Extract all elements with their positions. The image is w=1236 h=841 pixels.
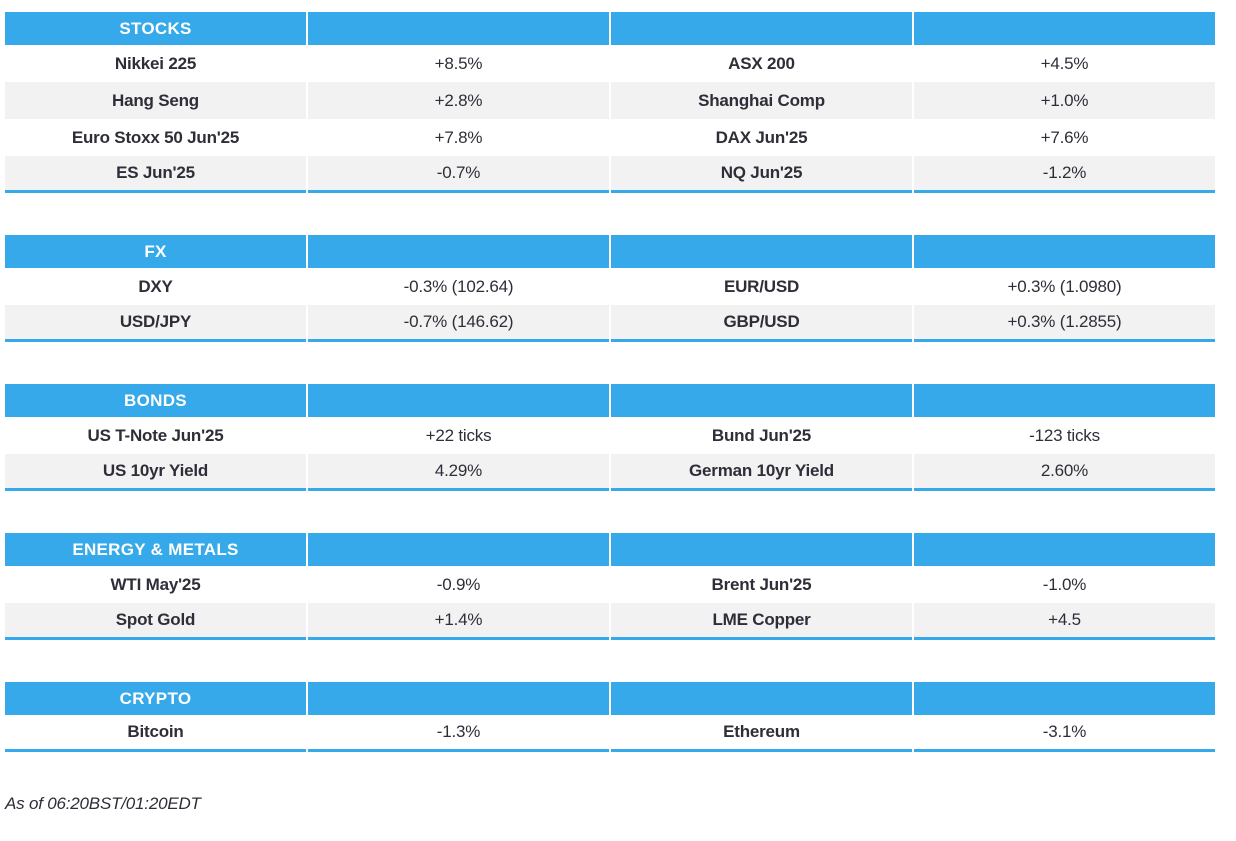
- asset-name: LME Copper: [611, 603, 912, 640]
- asset-value: +8.5%: [308, 45, 609, 82]
- asset-value: -1.0%: [914, 566, 1215, 603]
- table-row: USD/JPY -0.7% (146.62) GBP/USD +0.3% (1.…: [5, 305, 1215, 342]
- asset-value: -1.2%: [914, 156, 1215, 193]
- as-of-timestamp: As of 06:20BST/01:20EDT: [5, 794, 201, 813]
- asset-value: -0.7% (146.62): [308, 305, 609, 342]
- header-spacer: [308, 12, 609, 45]
- asset-name: Bund Jun'25: [611, 417, 912, 454]
- asset-name: Nikkei 225: [5, 45, 306, 82]
- table-row: Nikkei 225 +8.5% ASX 200 +4.5%: [5, 45, 1215, 82]
- header-spacer: [611, 384, 912, 417]
- table-row: DXY -0.3% (102.64) EUR/USD +0.3% (1.0980…: [5, 268, 1215, 305]
- section-stocks: STOCKS Nikkei 225 +8.5% ASX 200 +4.5% Ha…: [5, 12, 1215, 193]
- asset-value: +1.0%: [914, 82, 1215, 119]
- header-spacer: [611, 235, 912, 268]
- table-row: WTI May'25 -0.9% Brent Jun'25 -1.0%: [5, 566, 1215, 603]
- section-header-fx: FX: [5, 235, 1215, 268]
- section-header-stocks: STOCKS: [5, 12, 1215, 45]
- asset-value: +0.3% (1.0980): [914, 268, 1215, 305]
- header-spacer: [914, 533, 1215, 566]
- section-bonds: BONDS US T-Note Jun'25 +22 ticks Bund Ju…: [5, 384, 1215, 491]
- section-energy-metals: ENERGY & METALS WTI May'25 -0.9% Brent J…: [5, 533, 1215, 640]
- asset-name: German 10yr Yield: [611, 454, 912, 491]
- section-title: CRYPTO: [5, 682, 306, 715]
- header-spacer: [308, 384, 609, 417]
- header-spacer: [308, 235, 609, 268]
- asset-value: -3.1%: [914, 715, 1215, 752]
- header-spacer: [611, 533, 912, 566]
- asset-value: 2.60%: [914, 454, 1215, 491]
- table-row: US T-Note Jun'25 +22 ticks Bund Jun'25 -…: [5, 417, 1215, 454]
- asset-value: +1.4%: [308, 603, 609, 640]
- header-spacer: [308, 533, 609, 566]
- header-spacer: [611, 682, 912, 715]
- header-spacer: [914, 682, 1215, 715]
- section-header-crypto: CRYPTO: [5, 682, 1215, 715]
- asset-name: Bitcoin: [5, 715, 306, 752]
- asset-name: Hang Seng: [5, 82, 306, 119]
- asset-name: Shanghai Comp: [611, 82, 912, 119]
- asset-value: +7.8%: [308, 119, 609, 156]
- asset-name: Ethereum: [611, 715, 912, 752]
- section-title: BONDS: [5, 384, 306, 417]
- asset-value: 4.29%: [308, 454, 609, 491]
- section-title: STOCKS: [5, 12, 306, 45]
- asset-name: Spot Gold: [5, 603, 306, 640]
- section-title: FX: [5, 235, 306, 268]
- asset-name: US 10yr Yield: [5, 454, 306, 491]
- asset-value: -0.3% (102.64): [308, 268, 609, 305]
- asset-name: USD/JPY: [5, 305, 306, 342]
- asset-value: +22 ticks: [308, 417, 609, 454]
- table-row: ES Jun'25 -0.7% NQ Jun'25 -1.2%: [5, 156, 1215, 193]
- asset-name: NQ Jun'25: [611, 156, 912, 193]
- asset-value: +0.3% (1.2855): [914, 305, 1215, 342]
- asset-name: Brent Jun'25: [611, 566, 912, 603]
- market-summary-table: STOCKS Nikkei 225 +8.5% ASX 200 +4.5% Ha…: [5, 12, 1215, 814]
- asset-value: -1.3%: [308, 715, 609, 752]
- asset-name: GBP/USD: [611, 305, 912, 342]
- asset-value: -0.9%: [308, 566, 609, 603]
- asset-name: Euro Stoxx 50 Jun'25: [5, 119, 306, 156]
- table-row: Euro Stoxx 50 Jun'25 +7.8% DAX Jun'25 +7…: [5, 119, 1215, 156]
- asset-name: ES Jun'25: [5, 156, 306, 193]
- table-row: US 10yr Yield 4.29% German 10yr Yield 2.…: [5, 454, 1215, 491]
- header-spacer: [611, 12, 912, 45]
- header-spacer: [914, 384, 1215, 417]
- section-fx: FX DXY -0.3% (102.64) EUR/USD +0.3% (1.0…: [5, 235, 1215, 342]
- section-header-bonds: BONDS: [5, 384, 1215, 417]
- asset-value: -123 ticks: [914, 417, 1215, 454]
- asset-name: EUR/USD: [611, 268, 912, 305]
- table-row: Hang Seng +2.8% Shanghai Comp +1.0%: [5, 82, 1215, 119]
- asset-value: +4.5%: [914, 45, 1215, 82]
- asset-name: DAX Jun'25: [611, 119, 912, 156]
- asset-value: +2.8%: [308, 82, 609, 119]
- section-header-energy-metals: ENERGY & METALS: [5, 533, 1215, 566]
- asset-name: DXY: [5, 268, 306, 305]
- asset-name: WTI May'25: [5, 566, 306, 603]
- header-spacer: [914, 235, 1215, 268]
- table-row: Spot Gold +1.4% LME Copper +4.5: [5, 603, 1215, 640]
- header-spacer: [308, 682, 609, 715]
- asset-value: -0.7%: [308, 156, 609, 193]
- asset-value: +4.5: [914, 603, 1215, 640]
- asset-name: US T-Note Jun'25: [5, 417, 306, 454]
- asset-value: +7.6%: [914, 119, 1215, 156]
- section-crypto: CRYPTO Bitcoin -1.3% Ethereum -3.1%: [5, 682, 1215, 752]
- header-spacer: [914, 12, 1215, 45]
- section-title: ENERGY & METALS: [5, 533, 306, 566]
- table-row: Bitcoin -1.3% Ethereum -3.1%: [5, 715, 1215, 752]
- asset-name: ASX 200: [611, 45, 912, 82]
